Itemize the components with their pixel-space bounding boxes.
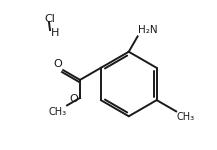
Text: CH₃: CH₃ bbox=[48, 107, 66, 117]
Text: Cl: Cl bbox=[45, 14, 56, 24]
Text: O: O bbox=[53, 59, 62, 69]
Text: O: O bbox=[69, 94, 78, 104]
Text: CH₃: CH₃ bbox=[177, 112, 195, 122]
Text: H₂N: H₂N bbox=[138, 25, 158, 35]
Text: H: H bbox=[51, 28, 59, 38]
